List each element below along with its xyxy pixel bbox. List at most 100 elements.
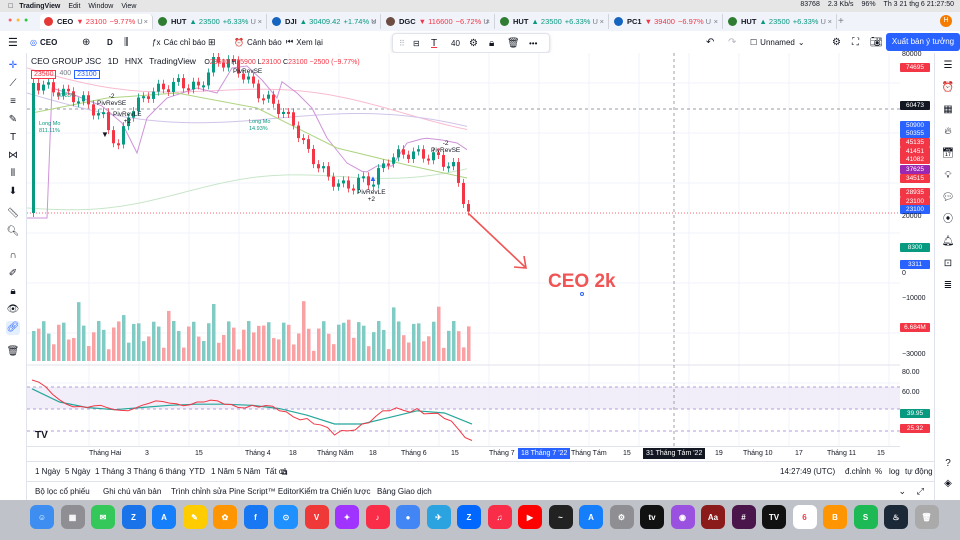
fib-retracement-icon[interactable]: ≡ <box>10 96 16 107</box>
settings-gear-icon[interactable]: ⚙ <box>469 37 478 49</box>
range-0[interactable]: 1 Ngày <box>35 467 61 476</box>
compare-symbol-icon[interactable]: ⊕ <box>82 36 91 48</box>
delete-icon[interactable]: 🗑︎ <box>507 37 520 49</box>
dock-tv-icon[interactable]: tv <box>640 505 664 529</box>
magnet-icon[interactable]: ∩ <box>9 250 17 261</box>
utc-time[interactable]: 14:27:49 (UTC) <box>780 467 836 476</box>
close-tab-icon[interactable]: × <box>371 17 376 26</box>
range-3[interactable]: 3 Tháng <box>127 467 157 476</box>
dock-zalo-icon[interactable]: Z <box>457 505 481 529</box>
range-2[interactable]: 1 Tháng <box>95 467 125 476</box>
dock-zalo-icon[interactable]: Z <box>121 505 146 529</box>
adjust-toggle[interactable]: đ.chỉnh <box>845 467 871 476</box>
tab-hut[interactable]: HUT ▲ 23500 +6.33% U × <box>154 14 267 29</box>
dock-tradingview-icon[interactable]: TV <box>762 505 786 529</box>
maximize-icon[interactable]: ⤢ <box>916 486 924 496</box>
chart-style-icon[interactable]: ⫼ <box>124 36 129 48</box>
range-6[interactable]: 1 Năm <box>211 467 235 476</box>
zoom-in-icon[interactable]: 🔍︎ <box>6 226 20 237</box>
dock-podcasts-icon[interactable]: ◉ <box>670 505 695 529</box>
interval-button[interactable]: D <box>107 37 113 47</box>
dock-launchpad-icon[interactable]: ▦ <box>60 505 85 529</box>
crosshair-icon[interactable]: ✛ <box>8 60 18 71</box>
dock-steam-icon[interactable]: ♨ <box>884 505 908 529</box>
price-axis[interactable]: 80000 74695 60473 50900 50355 45135 41451 41082… <box>900 51 934 461</box>
range-8[interactable]: Tất cả <box>265 467 288 476</box>
battery-level[interactable]: 96% <box>861 1 876 8</box>
undo-icon[interactable]: ↶ <box>706 36 715 48</box>
auto-toggle[interactable]: tự động <box>905 467 933 476</box>
dock-safari-icon[interactable]: ⊙ <box>274 505 298 529</box>
user-avatar[interactable]: H <box>940 15 952 27</box>
dock-vivaldi-icon[interactable]: V <box>304 505 329 529</box>
brush-icon[interactable]: ✎ <box>8 114 18 125</box>
dock-youtube-icon[interactable]: ▶ <box>518 505 542 529</box>
menu-icon[interactable]: ☰ <box>8 36 18 49</box>
trend-line-icon[interactable]: ⟋ <box>9 78 17 89</box>
arrow-down-icon[interactable]: ⬇ <box>8 186 18 197</box>
range-1[interactable]: 5 Ngày <box>65 467 91 476</box>
range-7[interactable]: 5 Năm <box>237 467 261 476</box>
new-tab-icon[interactable]: + <box>838 16 844 27</box>
layers-icon[interactable]: ◈ <box>944 478 952 489</box>
tab-hut[interactable]: HUT ▲ 23500 +6.33% U × <box>496 14 609 29</box>
panel-tab-2[interactable]: Trình chỉnh sửa Pine Script™ Editor <box>171 487 299 496</box>
dock-app-store-icon[interactable]: A <box>579 505 603 529</box>
chart-area[interactable]: ▼ ▲ CEO GROUP JSC 1D HNX TradingView O236… <box>27 51 934 461</box>
dock-messenger-icon[interactable]: ✦ <box>335 505 359 529</box>
close-tab-icon[interactable]: × <box>257 17 262 26</box>
window-zoom-icon[interactable]: ● <box>24 17 29 24</box>
font-size-select[interactable]: 40 <box>451 38 460 48</box>
publish-idea-button[interactable]: Xuất bản ý tưởng <box>886 33 960 51</box>
layout-button[interactable]: ☐ Unnamed ⌄ <box>750 36 805 48</box>
menu-app-name[interactable]: TradingView <box>14 2 60 10</box>
percent-toggle[interactable]: % <box>875 467 883 476</box>
pattern-icon[interactable]: ⋈ <box>8 150 18 161</box>
chart-settings-icon[interactable]: ⚙ <box>832 36 841 48</box>
panel-tab-3[interactable]: Kiểm tra Chiến lược <box>299 487 371 496</box>
hotlists-icon[interactable]: 🔥︎ <box>944 126 952 137</box>
chat-icon[interactable]: 💬︎ <box>941 192 955 203</box>
template-icon[interactable]: ⊟ <box>413 38 420 48</box>
symbol-search[interactable]: ◎ CEO <box>30 36 57 48</box>
close-tab-icon[interactable]: × <box>599 17 604 26</box>
text-tool-icon[interactable]: T <box>9 132 17 143</box>
watchlist-icon[interactable]: ☰ <box>943 60 953 71</box>
link-icon[interactable]: 🔗︎ <box>6 321 20 335</box>
dock-music-icon[interactable]: ♫ <box>487 505 512 529</box>
close-tab-icon[interactable]: × <box>143 17 148 26</box>
headline-annotation[interactable]: CEO 2k <box>548 271 616 292</box>
help-icon[interactable]: ? <box>945 458 951 469</box>
dock-chrome-icon[interactable]: ● <box>396 505 420 529</box>
hide-drawings-icon[interactable]: 👁︎ <box>6 304 20 315</box>
menu-edit[interactable]: Edit <box>63 2 80 10</box>
chart-canvas[interactable]: ▼▲ <box>27 53 934 461</box>
replay-button[interactable]: ⏮ Xem lại <box>286 36 323 48</box>
dock-trash-icon[interactable]: 🗑︎ <box>914 505 939 529</box>
remove-drawings-icon[interactable]: 🗑︎ <box>6 346 20 357</box>
dock-slack-icon[interactable]: # <box>731 505 756 529</box>
dock-messages-icon[interactable]: ✉ <box>91 505 115 529</box>
camera-icon[interactable]: 📷︎ <box>870 36 883 48</box>
data-window-icon[interactable]: ▦ <box>943 104 953 115</box>
menubar-clock[interactable]: Th 3 21 thg 6 21:27:50 <box>883 1 954 8</box>
tab-dgc[interactable]: DGC ▼ 116600 −6.72% U × <box>382 14 495 29</box>
dock-finder-icon[interactable]: ☺ <box>30 505 54 529</box>
dock-photos-icon[interactable]: ✿ <box>213 505 237 529</box>
dock-app-store-icon[interactable]: A <box>152 505 176 529</box>
dock-telegram-icon[interactable]: ✈ <box>426 505 451 529</box>
dock-books-icon[interactable]: B <box>823 505 847 529</box>
dock-music-icon[interactable]: ♪ <box>365 505 390 529</box>
status-item[interactable]: 83768 <box>800 1 820 8</box>
dock-notes-icon[interactable]: ✎ <box>182 505 207 529</box>
tab-ceo[interactable]: CEO ▼ 23100 −9.77% U × <box>40 14 153 29</box>
lock-icon[interactable]: 🔒︎ <box>489 37 495 49</box>
legend-sell-price[interactable]: 23500 <box>31 70 57 79</box>
menu-view[interactable]: View <box>116 2 136 10</box>
drag-handle-icon[interactable]: ⠿ <box>399 38 405 48</box>
log-toggle[interactable]: log <box>889 467 900 476</box>
indicators-button[interactable]: ƒx Các chỉ báo <box>152 36 206 48</box>
collapse-icon[interactable]: ⌄ <box>898 486 906 496</box>
dock-dictionary-icon[interactable]: Aa <box>701 505 725 529</box>
keep-drawing-icon[interactable]: ✐ <box>8 268 18 279</box>
